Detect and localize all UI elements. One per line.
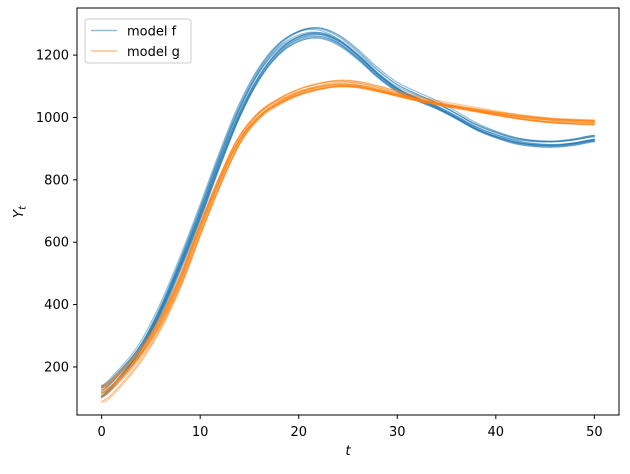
trajectory-model-f-10 (101, 35, 595, 388)
y-tick-label-0: 200 (44, 360, 69, 375)
legend-label-model-g: model g (127, 45, 180, 60)
x-tick-label-2: 20 (290, 425, 307, 440)
trajectory-model-g-7 (101, 84, 595, 395)
legend-rows: model f model g (91, 24, 180, 60)
trajectory-model-f-0 (101, 37, 595, 391)
legend-entry-model-g: model g (91, 45, 180, 60)
trajectory-model-g-6 (101, 83, 595, 399)
y-axis-label: Yt (11, 205, 29, 218)
trajectory-model-g-0 (101, 80, 595, 389)
x-tick-label-5: 50 (586, 425, 603, 440)
y-axis-label-subscript: t (18, 205, 29, 210)
trajectory-model-g-2 (101, 81, 595, 394)
trajectory-model-f-11 (101, 27, 595, 397)
series-layer (101, 26, 595, 404)
y-tick-label-2: 600 (44, 236, 69, 251)
trajectory-model-f-8 (101, 33, 595, 398)
legend-entry-model-f: model f (91, 24, 177, 39)
trajectory-model-f-9 (101, 33, 595, 398)
trajectory-model-f-4 (101, 28, 595, 387)
trajectory-model-g-11 (101, 85, 595, 397)
trajectory-model-g-10 (101, 85, 595, 393)
trajectory-model-g-5 (101, 85, 595, 397)
trajectory-model-g-1 (101, 83, 595, 402)
trajectory-model-g-12 (101, 85, 595, 391)
series-model-g (101, 79, 595, 404)
trajectory-model-g-9 (101, 83, 595, 387)
trajectory-model-f-12 (101, 27, 595, 397)
y-tick-label-4: 1000 (36, 111, 69, 126)
x-tick-label-1: 10 (192, 425, 209, 440)
trajectory-model-g-3 (101, 80, 595, 388)
x-tick-label-3: 30 (389, 425, 406, 440)
trajectory-model-g-4 (101, 79, 595, 394)
x-axis-label: t (345, 443, 351, 459)
y-axis-label-main: Y (11, 208, 27, 218)
y-tick-label-1: 400 (44, 298, 69, 313)
legend-label-model-f: model f (127, 24, 177, 39)
trajectory-model-g-13 (101, 86, 595, 390)
series-model-f (101, 26, 595, 399)
trajectory-model-f-3 (101, 35, 595, 388)
y-tick-label-5: 1200 (36, 49, 69, 64)
ticks-layer: 0 10 20 30 40 50 200 400 600 800 1000 1200 (36, 49, 603, 440)
y-tick-label-3: 800 (44, 173, 69, 188)
x-tick-label-4: 40 (488, 425, 505, 440)
plot-border (76, 7, 620, 416)
trajectory-model-f-13 (101, 26, 595, 399)
legend: model f model g (84, 18, 192, 64)
x-tick-label-0: 0 (97, 425, 105, 440)
trajectory-model-g-8 (101, 84, 595, 404)
trajectory-model-f-1 (101, 36, 595, 395)
